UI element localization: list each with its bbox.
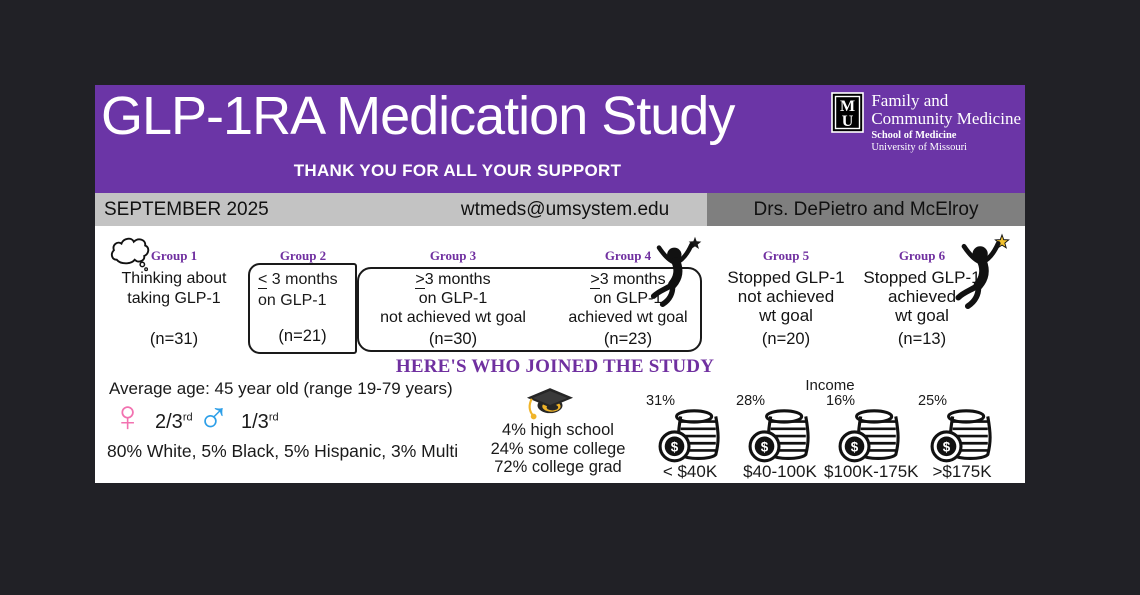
thought-bubble-icon (109, 237, 151, 273)
logo-org-line1: Family and (871, 91, 949, 110)
issue-date: SEPTEMBER 2025 (104, 199, 269, 220)
income-pct: 25% (918, 393, 948, 409)
group3-description: >3 months on GLP-1 not achieved wt goal (380, 271, 526, 326)
education-line: 24% some college (490, 439, 626, 458)
education-stats: 4% high school 24% some college 72% coll… (463, 421, 653, 477)
group4-count: (n=23) (603, 330, 653, 348)
coin-stack-icon (929, 407, 995, 463)
average-age-text: Average age: 45 year old (range 19-79 ye… (109, 379, 453, 398)
group4-label: Group 4 (604, 248, 652, 263)
group5-description: Stopped GLP-1 not achieved wt goal (727, 268, 845, 325)
section-heading: HERE'S WHO JOINED THE STUDY (395, 356, 715, 377)
group1-count: (n=31) (149, 330, 199, 348)
logo-university: University of Missouri (871, 142, 967, 153)
group4-description: >3 months on GLP-1 achieved wt goal (568, 271, 688, 326)
svg-text:M: M (840, 98, 855, 115)
group6-label: Group 6 (898, 248, 946, 263)
ethnicity-text: 80% White, 5% Black, 5% Hispanic, 3% Mul… (107, 441, 459, 461)
income-pct: 28% (736, 393, 766, 409)
university-logo: M U Family and Community Medicine School… (831, 92, 1021, 153)
income-range: < $40K (662, 462, 718, 481)
male-fraction: 1/3rd (241, 411, 279, 433)
coin-stack-icon (657, 407, 723, 463)
income-range: $100K-175K (824, 462, 919, 481)
female-fraction: 2/3rd (155, 411, 193, 433)
education-line: 4% high school (502, 421, 614, 439)
income-range: $40-100K (743, 462, 817, 481)
income-range: >$175K (932, 462, 992, 481)
group2-label: Group 2 (279, 248, 327, 263)
logo-org-line2: Community Medicine (871, 109, 1021, 128)
coin-stack-icon (747, 407, 813, 463)
group2-count: (n=21) (278, 327, 327, 345)
income-bracket: 16% $100K-175K (824, 393, 919, 482)
group3-4-box (357, 267, 702, 352)
graduation-cap-icon (525, 386, 575, 423)
group3-count: (n=30) (428, 330, 478, 348)
group1-label: Group 1 (150, 248, 198, 263)
group6-description: Stopped GLP-1 achieved wt goal (863, 268, 981, 325)
group2-description: < 3 months on GLP-1 (258, 271, 338, 309)
group6-count: (n=13) (897, 330, 947, 348)
income-bracket: 25% >$175K (916, 393, 1008, 482)
page-title: GLP-1RA Medication Study (101, 86, 735, 146)
female-icon: ♀ (111, 392, 144, 441)
education-line: 72% college grad (494, 458, 622, 476)
svg-text:U: U (842, 113, 854, 130)
group5-label: Group 5 (762, 248, 810, 263)
male-icon: ♂ (197, 392, 230, 441)
group2-box: < 3 months on GLP-1 (n=21) (248, 263, 357, 354)
doctors-names: Drs. DePietro and McElroy (753, 199, 979, 220)
logo-text-block: Family and Community Medicine School of … (871, 91, 1021, 154)
mu-shield-icon: M U (831, 92, 865, 153)
group5-count: (n=20) (761, 330, 811, 348)
group1-description: Thinking about taking GLP-1 (121, 270, 227, 307)
income-pct: 16% (826, 393, 856, 409)
person-reaching-star-icon (953, 233, 1013, 309)
contact-email: wtmeds@umsystem.edu (460, 199, 670, 220)
income-bracket: 31% < $40K (644, 393, 736, 482)
group3-label: Group 3 (429, 248, 477, 263)
income-title: Income (805, 377, 855, 394)
logo-school: School of Medicine (871, 130, 957, 141)
infographic-card: GLP-1RA Medication Study THANK YOU FOR A… (95, 85, 1025, 483)
person-reaching-star-icon (648, 235, 706, 307)
header-subtitle: THANK YOU FOR ALL YOUR SUPPORT (293, 161, 622, 180)
income-bracket: 28% $40-100K (734, 393, 826, 482)
info-bar: SEPTEMBER 2025 wtmeds@umsystem.edu Drs. … (95, 193, 1025, 226)
income-pct: 31% (646, 393, 676, 409)
header-banner: GLP-1RA Medication Study THANK YOU FOR A… (95, 85, 1025, 193)
doctors-panel: Drs. DePietro and McElroy (707, 193, 1025, 226)
coin-stack-icon (837, 407, 903, 463)
